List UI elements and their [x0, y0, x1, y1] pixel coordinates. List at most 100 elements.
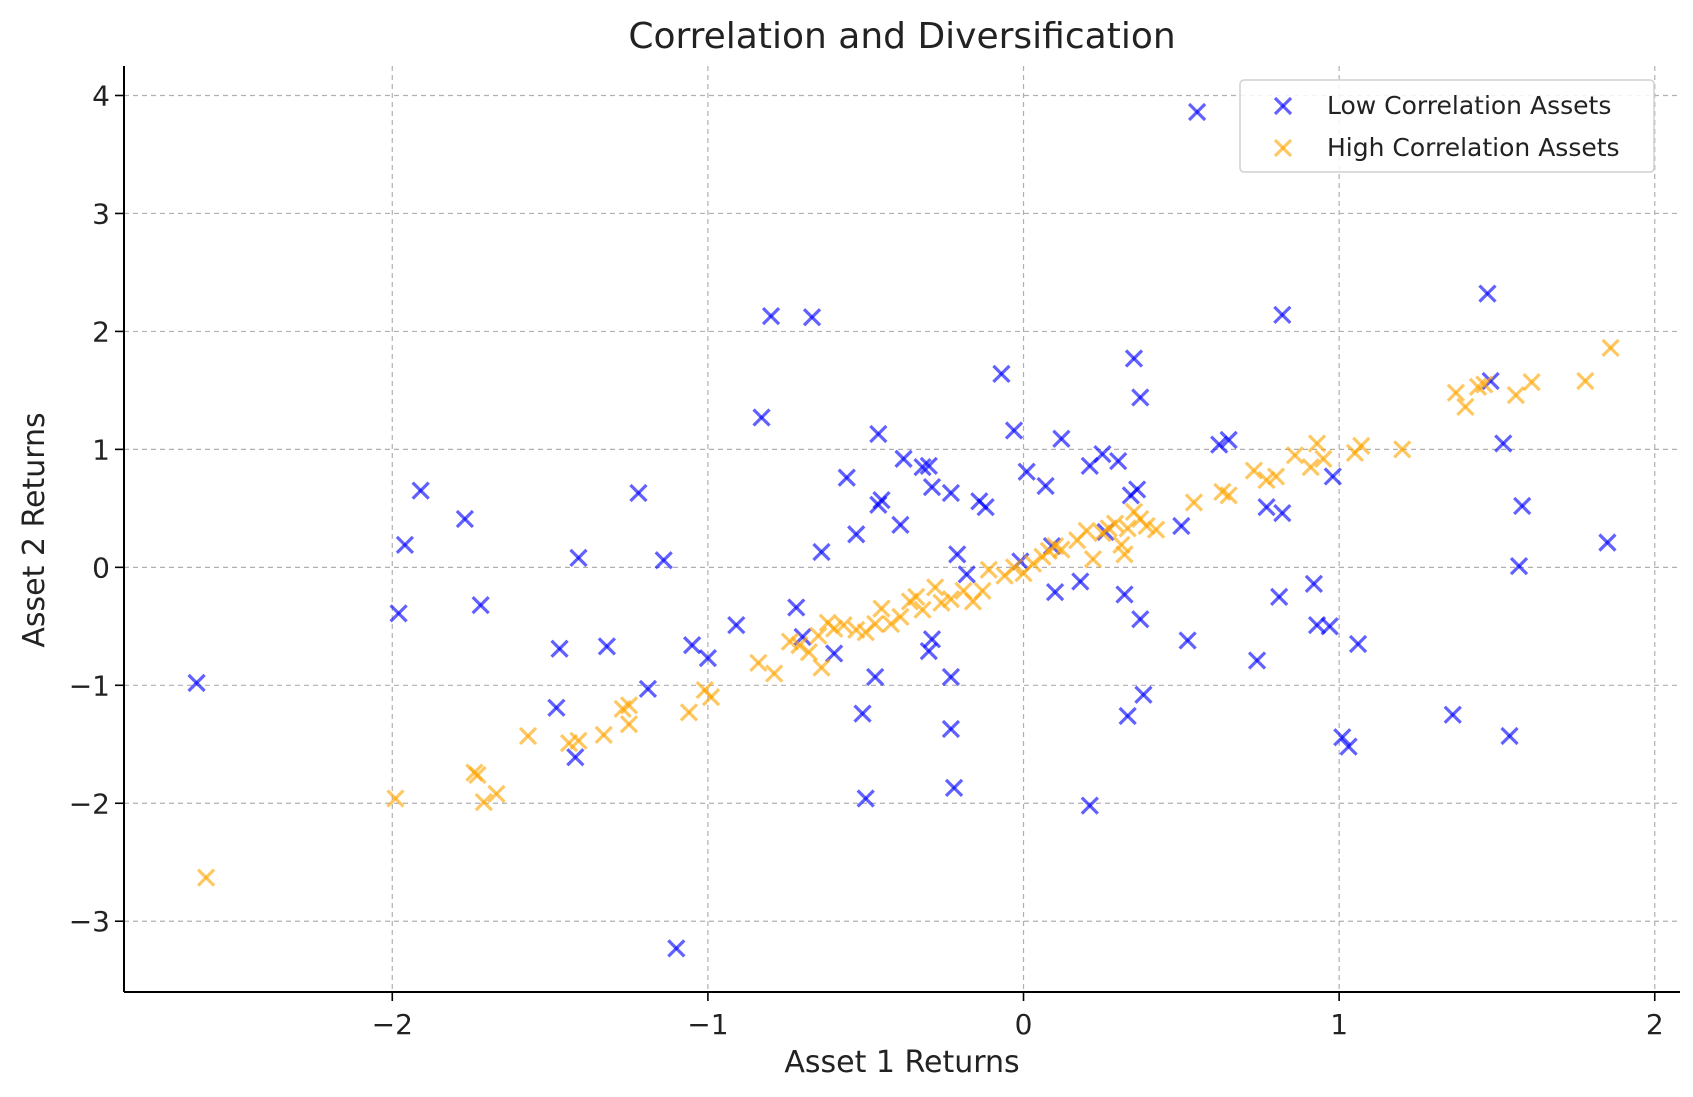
data-point	[1219, 486, 1238, 505]
data-point	[790, 636, 809, 655]
data-point	[1004, 558, 1024, 577]
chart-title: Correlation and Diversification	[628, 16, 1175, 57]
data-point	[922, 477, 942, 497]
data-point	[1266, 467, 1286, 486]
data-point	[471, 595, 490, 615]
data-point	[1115, 545, 1134, 564]
data-point	[679, 703, 699, 722]
data-point	[948, 545, 967, 564]
data-point	[1219, 430, 1238, 450]
data-point	[837, 468, 856, 487]
data-point	[654, 551, 673, 570]
data-point	[973, 581, 992, 601]
data-point	[913, 457, 932, 477]
data-point	[802, 308, 822, 327]
y-tick-label: 2	[92, 315, 110, 348]
data-point	[1128, 480, 1147, 499]
data-point	[727, 616, 746, 635]
x-tick-label: 1	[1330, 1008, 1348, 1041]
axis-ticks: −2 −1 0 1 2 −3 −2 −1 0 1 2 3 4	[69, 79, 1664, 1041]
data-point	[1257, 498, 1276, 517]
data-point	[1323, 467, 1342, 486]
data-point	[872, 490, 891, 510]
data-point	[594, 725, 613, 744]
data-point	[992, 364, 1011, 384]
data-point	[389, 604, 408, 623]
y-tick-label: −3	[69, 905, 110, 938]
data-point	[1178, 631, 1197, 650]
data-point	[1045, 582, 1065, 602]
data-point	[1443, 705, 1462, 724]
data-point	[891, 515, 910, 535]
data-point	[1285, 446, 1305, 465]
data-point	[1017, 462, 1036, 481]
data-point	[1513, 496, 1532, 516]
data-point	[1036, 476, 1055, 496]
y-tick-label: −1	[69, 669, 110, 702]
data-point	[1131, 610, 1150, 629]
data-point	[1077, 521, 1096, 540]
data-point	[944, 778, 964, 798]
data-point	[629, 483, 648, 503]
data-point	[752, 408, 771, 427]
grid	[124, 66, 1680, 992]
data-point	[386, 789, 405, 808]
data-point	[941, 719, 961, 739]
data-point	[913, 600, 932, 619]
data-point	[1307, 434, 1327, 453]
data-point	[1509, 557, 1529, 576]
data-point	[780, 632, 800, 651]
data-point	[1393, 440, 1412, 459]
data-point	[825, 644, 844, 663]
data-point	[698, 649, 718, 668]
axes	[123, 66, 1680, 993]
legend-label-high-correlation: High Correlation Assets	[1327, 133, 1620, 162]
data-point	[468, 765, 487, 785]
data-point	[1083, 549, 1103, 569]
data-point	[941, 483, 961, 503]
data-point	[1494, 434, 1513, 453]
data-point	[926, 578, 945, 597]
data-point	[881, 614, 901, 634]
data-point	[765, 664, 784, 683]
data-point	[411, 481, 430, 500]
legend-marker-x-icon	[1273, 96, 1293, 116]
data-point	[701, 687, 721, 707]
data-point	[941, 667, 961, 687]
data-point	[1184, 493, 1204, 512]
data-point	[1304, 574, 1324, 593]
data-point	[825, 619, 844, 638]
data-point	[1500, 726, 1519, 746]
data-point	[1093, 444, 1112, 464]
data-point	[569, 731, 588, 750]
data-point	[1352, 436, 1371, 455]
data-point	[1522, 373, 1541, 392]
data-point	[1273, 503, 1292, 523]
legend-marker-high-correlation	[1273, 138, 1293, 158]
y-axis-label: Asset 2 Returns	[17, 412, 52, 647]
data-point	[566, 748, 585, 767]
data-point	[395, 535, 415, 555]
data-point	[487, 784, 506, 803]
data-point	[1314, 449, 1333, 468]
data-point	[682, 636, 702, 655]
data-point	[812, 542, 831, 562]
data-point	[957, 565, 976, 584]
data-point	[866, 614, 885, 634]
y-tick-label: 0	[92, 551, 110, 584]
data-point	[1071, 572, 1090, 591]
legend-marker-low-correlation	[1273, 96, 1293, 116]
high-correlation-series	[196, 338, 1620, 887]
data-point	[1131, 388, 1150, 407]
data-point	[941, 590, 961, 609]
data-point	[518, 726, 538, 746]
data-point	[856, 789, 875, 808]
data-point	[809, 626, 828, 645]
data-point	[547, 698, 566, 717]
data-point	[1348, 634, 1368, 654]
data-point	[1456, 397, 1475, 417]
data-point	[919, 641, 938, 661]
data-point	[550, 639, 569, 658]
legend-label-low-correlation: Low Correlation Assets	[1327, 91, 1611, 120]
x-tick-label: 2	[1646, 1008, 1664, 1041]
